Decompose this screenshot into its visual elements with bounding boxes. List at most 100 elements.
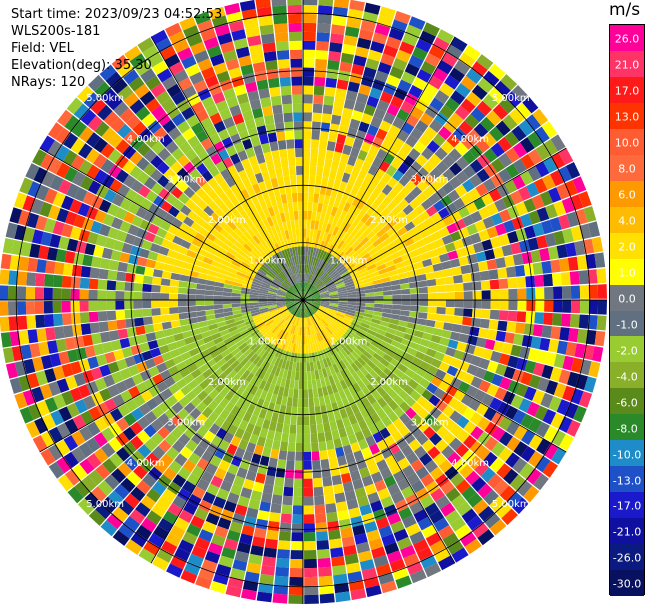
gate-cell <box>277 273 285 281</box>
gate-cell <box>289 306 297 313</box>
gate-cell <box>391 19 408 33</box>
gate-cell <box>258 302 268 305</box>
gate-cell <box>270 95 282 106</box>
gate-cell <box>274 277 283 285</box>
gate-cell <box>343 444 353 456</box>
gate-cell <box>46 247 58 261</box>
gate-cell <box>121 347 133 358</box>
gate-cell <box>304 550 317 560</box>
gate-cell <box>296 300 303 306</box>
gate-cell <box>233 227 243 237</box>
gate-cell <box>415 38 432 53</box>
gate-cell <box>420 61 437 75</box>
gate-cell <box>226 356 237 366</box>
gate-cell <box>265 123 276 134</box>
gate-cell <box>247 268 257 276</box>
gate-cell <box>535 455 551 473</box>
gate-cell <box>579 300 590 314</box>
gate-cell <box>363 104 376 117</box>
gate-cell <box>289 211 295 221</box>
gate-cell <box>57 474 74 492</box>
gate-cell <box>289 567 303 578</box>
gate-cell <box>91 256 102 268</box>
gate-cell <box>344 163 354 175</box>
gate-cell <box>256 436 266 447</box>
gate-cell <box>494 80 511 97</box>
gate-cell <box>356 379 367 390</box>
gate-cell <box>240 379 250 390</box>
gate-cell <box>520 413 534 429</box>
gate-cell <box>265 260 273 269</box>
gate-cell <box>543 273 553 287</box>
gate-cell <box>107 384 120 398</box>
gate-cell <box>505 452 520 468</box>
gate-cell <box>282 423 290 434</box>
gate-cell <box>353 230 363 240</box>
gate-cell <box>498 310 509 321</box>
gate-cell <box>364 521 378 533</box>
gate-cell <box>543 139 558 156</box>
gate-cell <box>193 79 208 93</box>
gate-cell <box>407 210 419 221</box>
colorbar-segment <box>610 232 644 260</box>
gate-cell <box>161 76 177 90</box>
gate-cell <box>148 533 165 548</box>
range-label: 1.00km <box>248 337 286 348</box>
gate-cell <box>9 207 22 224</box>
gate-cell <box>364 288 375 294</box>
gate-cell <box>159 300 170 308</box>
gate-cell <box>147 52 164 68</box>
gate-cell <box>460 192 473 206</box>
gate-cell <box>327 310 336 317</box>
gate-cell <box>334 582 350 594</box>
gate-cell <box>106 290 116 300</box>
gate-cell <box>241 158 252 170</box>
gate-cell <box>188 452 201 465</box>
gate-cell <box>140 390 153 403</box>
gate-cell <box>316 283 325 290</box>
gate-cell <box>194 374 206 385</box>
gate-cell <box>382 308 392 314</box>
gate-cell <box>309 286 316 294</box>
gate-cell <box>317 341 323 351</box>
gate-cell <box>252 536 266 548</box>
gate-cell <box>49 353 62 368</box>
gate-cell <box>93 153 108 169</box>
gate-cell <box>297 326 301 336</box>
gate-cell <box>258 253 267 263</box>
gate-cell <box>339 242 348 252</box>
gate-cell <box>269 308 278 313</box>
gate-cell <box>261 240 269 250</box>
gate-cell <box>139 90 155 106</box>
gate-cell <box>284 230 290 240</box>
gate-cell <box>300 291 303 300</box>
gate-cell <box>445 347 457 357</box>
gate-cell <box>388 246 399 255</box>
gate-cell <box>179 367 191 378</box>
gate-cell <box>293 112 303 122</box>
gate-cell <box>98 321 109 333</box>
gate-cell <box>306 308 311 317</box>
gate-cell <box>311 296 321 299</box>
gate-cell <box>294 317 299 326</box>
gate-cell <box>461 135 476 150</box>
gate-cell <box>135 524 152 540</box>
gate-cell <box>400 305 411 311</box>
gate-cell <box>219 397 230 409</box>
gate-cell <box>372 255 383 264</box>
gate-cell <box>287 202 294 212</box>
gate-cell <box>596 315 607 331</box>
gate-cell <box>151 292 161 300</box>
gate-cell <box>113 101 129 117</box>
gate-cell <box>464 114 480 129</box>
gate-cell <box>263 362 271 372</box>
gate-cell <box>288 305 297 312</box>
gate-cell <box>338 389 347 400</box>
gate-cell <box>314 323 320 333</box>
gate-cell <box>303 58 315 68</box>
gate-cell <box>184 561 201 576</box>
gate-cell <box>347 297 357 300</box>
gate-cell <box>483 370 495 383</box>
gate-cell <box>271 150 280 161</box>
gate-cell <box>106 310 117 321</box>
